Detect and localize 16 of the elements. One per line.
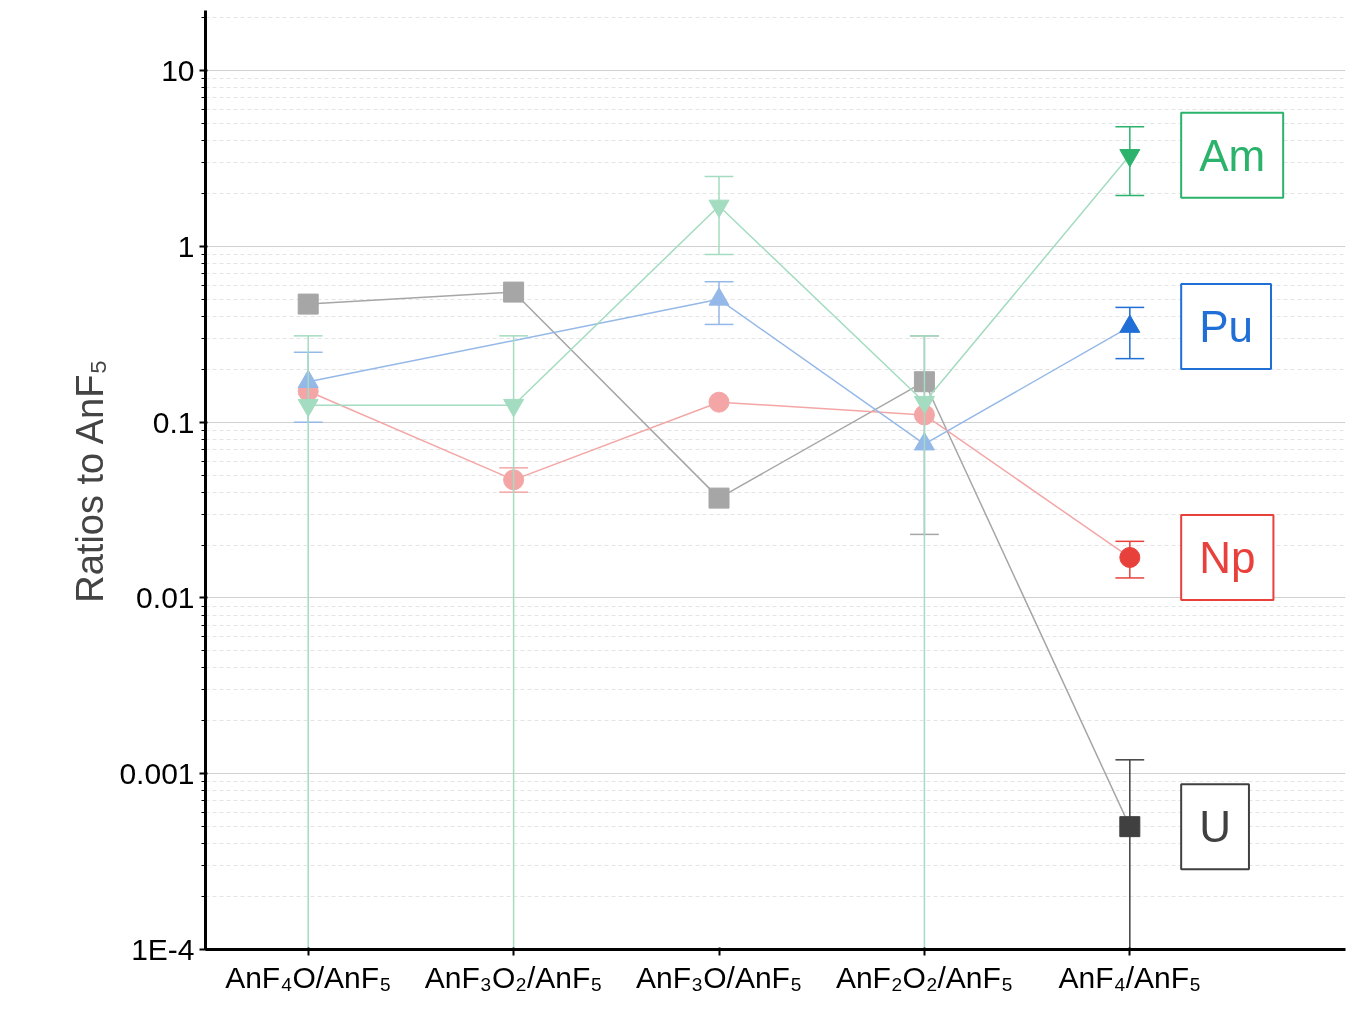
series-label: Np [1199, 532, 1256, 582]
x-tick-label: AnF₄/AnF₅ [1058, 960, 1202, 994]
y-tick-label: 0.01 [136, 581, 195, 615]
x-tick-label: AnF₃O/AnF₅ [636, 960, 803, 994]
y-tick-label: 10 [161, 54, 195, 88]
y-tick-label: 1 [177, 229, 195, 263]
y-tick-label: 0.1 [152, 405, 195, 439]
y-tick-label: 1E-4 [131, 933, 195, 966]
x-tick-label: AnF₃O₂/AnF₅ [424, 960, 603, 994]
series-label: Am [1199, 130, 1266, 180]
y-axis-title: Ratios to AnF₅ [69, 359, 112, 603]
series-label: Pu [1199, 302, 1253, 352]
series-label: U [1199, 802, 1231, 852]
x-tick-label: AnF₄O/AnF₅ [225, 960, 392, 994]
y-tick-label: 0.001 [119, 757, 195, 791]
x-tick-label: AnF₂O₂/AnF₅ [835, 960, 1013, 994]
